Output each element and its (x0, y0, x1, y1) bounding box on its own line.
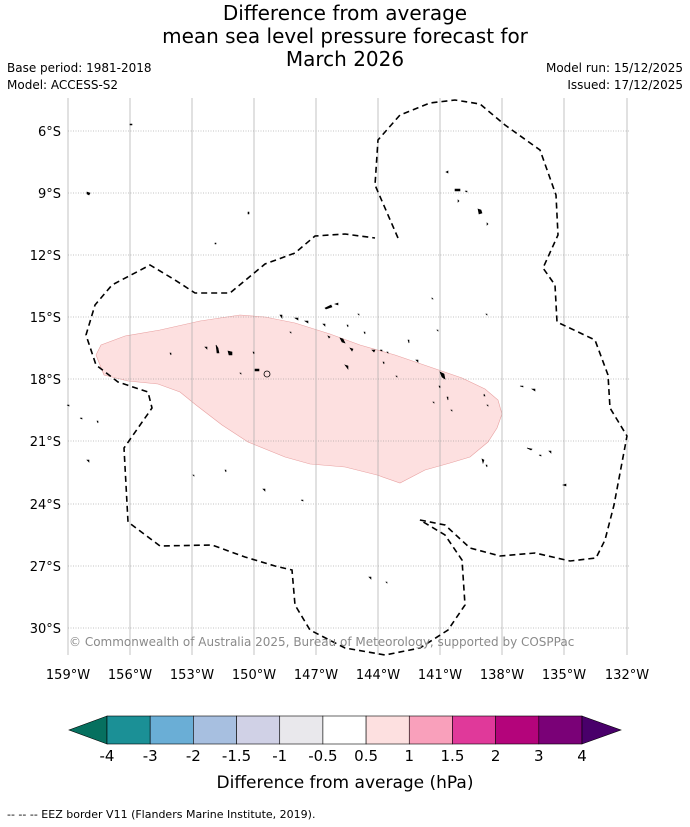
lat-label: 30°S (30, 622, 61, 637)
title-line-1: Difference from average (222, 1, 468, 25)
lat-label: 15°S (30, 311, 61, 326)
islands (66, 123, 567, 584)
lon-labels: 159°W 156°W 153°W 150°W 147°W 144°W 141°… (46, 668, 649, 683)
colorbar-segment (322, 715, 367, 745)
lat-label: 21°S (30, 435, 61, 450)
lon-label: 159°W (46, 668, 90, 683)
lat-label: 18°S (30, 373, 61, 388)
colorbar-segment (193, 715, 237, 745)
colorbar-tick-label: 2 (491, 747, 501, 765)
colorbar-segment (495, 715, 540, 745)
model-run: Model run: 15/12/2025 (545, 61, 683, 75)
colorbar-tick-label: 0.5 (354, 747, 378, 765)
meta-left: Base period: 1981-2018 Model: ACCESS-S2 (7, 60, 152, 94)
lat-label: 6°S (38, 125, 61, 140)
chart-title: Difference from average mean sea level p… (0, 2, 690, 71)
lat-label: 24°S (30, 498, 61, 513)
lon-label: 141°W (418, 668, 462, 683)
meta-right: Model run: 15/12/2025 Issued: 17/12/2025 (546, 60, 683, 94)
lon-label: 147°W (294, 668, 338, 683)
lon-label: 150°W (232, 668, 276, 683)
colorbar-under-arrow (68, 715, 108, 745)
lat-label: 27°S (30, 560, 61, 575)
copyright-text: © Commonwealth of Australia 2025, Bureau… (69, 635, 574, 649)
colorbar-tick-label: -1 (272, 747, 287, 765)
colorbar: -4 -3 -2 -1.5 -1 -0.5 0.5 1 1.5 2 3 4 (68, 715, 622, 765)
colorbar-segment (279, 715, 324, 745)
lat-labels: 6°S 9°S 12°S 15°S 18°S 21°S 24°S 27°S 30… (30, 125, 61, 637)
colorbar-tick-label: 1.5 (441, 747, 465, 765)
lon-label: 153°W (170, 668, 214, 683)
colorbar-segment (106, 715, 151, 745)
lat-label: 12°S (30, 249, 61, 264)
colorbar-tick-label: -2 (186, 747, 201, 765)
colorbar-tick-label: -0.5 (308, 747, 337, 765)
colorbar-tick-label: -4 (100, 747, 115, 765)
lat-label: 9°S (38, 187, 61, 202)
colorbar-tick-label: 4 (577, 747, 587, 765)
colorbar-tick-label: -1.5 (222, 747, 251, 765)
colorbar-segment (408, 715, 453, 745)
lon-label: 135°W (542, 668, 586, 683)
lon-label: 138°W (480, 668, 524, 683)
colorbar-segment (236, 715, 281, 745)
lon-label: 144°W (356, 668, 400, 683)
atoll-marker (263, 370, 271, 378)
colorbar-tick-label: 1 (404, 747, 414, 765)
eez-borders (85, 99, 628, 656)
issued-date: Issued: 17/12/2025 (567, 78, 683, 92)
lon-label: 132°W (605, 668, 649, 683)
title-line-3: March 2026 (285, 47, 405, 71)
colorbar-segment (365, 715, 410, 745)
colorbar-label: Difference from average (hPa) (217, 773, 474, 793)
anomaly-region (95, 314, 503, 484)
colorbar-tick-label: 3 (534, 747, 544, 765)
lat-gridlines (68, 130, 630, 629)
title-line-2: mean sea level pressure forecast for (162, 24, 528, 48)
colorbar-segment (452, 715, 496, 745)
colorbar-segment (149, 715, 194, 745)
lon-label: 156°W (108, 668, 152, 683)
colorbar-over-arrow (581, 715, 622, 745)
colorbar-segment (538, 715, 583, 745)
model-name: Model: ACCESS-S2 (7, 78, 119, 92)
base-period: Base period: 1981-2018 (7, 61, 152, 75)
eez-legend: -- -- -- EEZ border V11 (Flanders Marine… (7, 808, 316, 821)
colorbar-tick-label: -3 (143, 747, 158, 765)
